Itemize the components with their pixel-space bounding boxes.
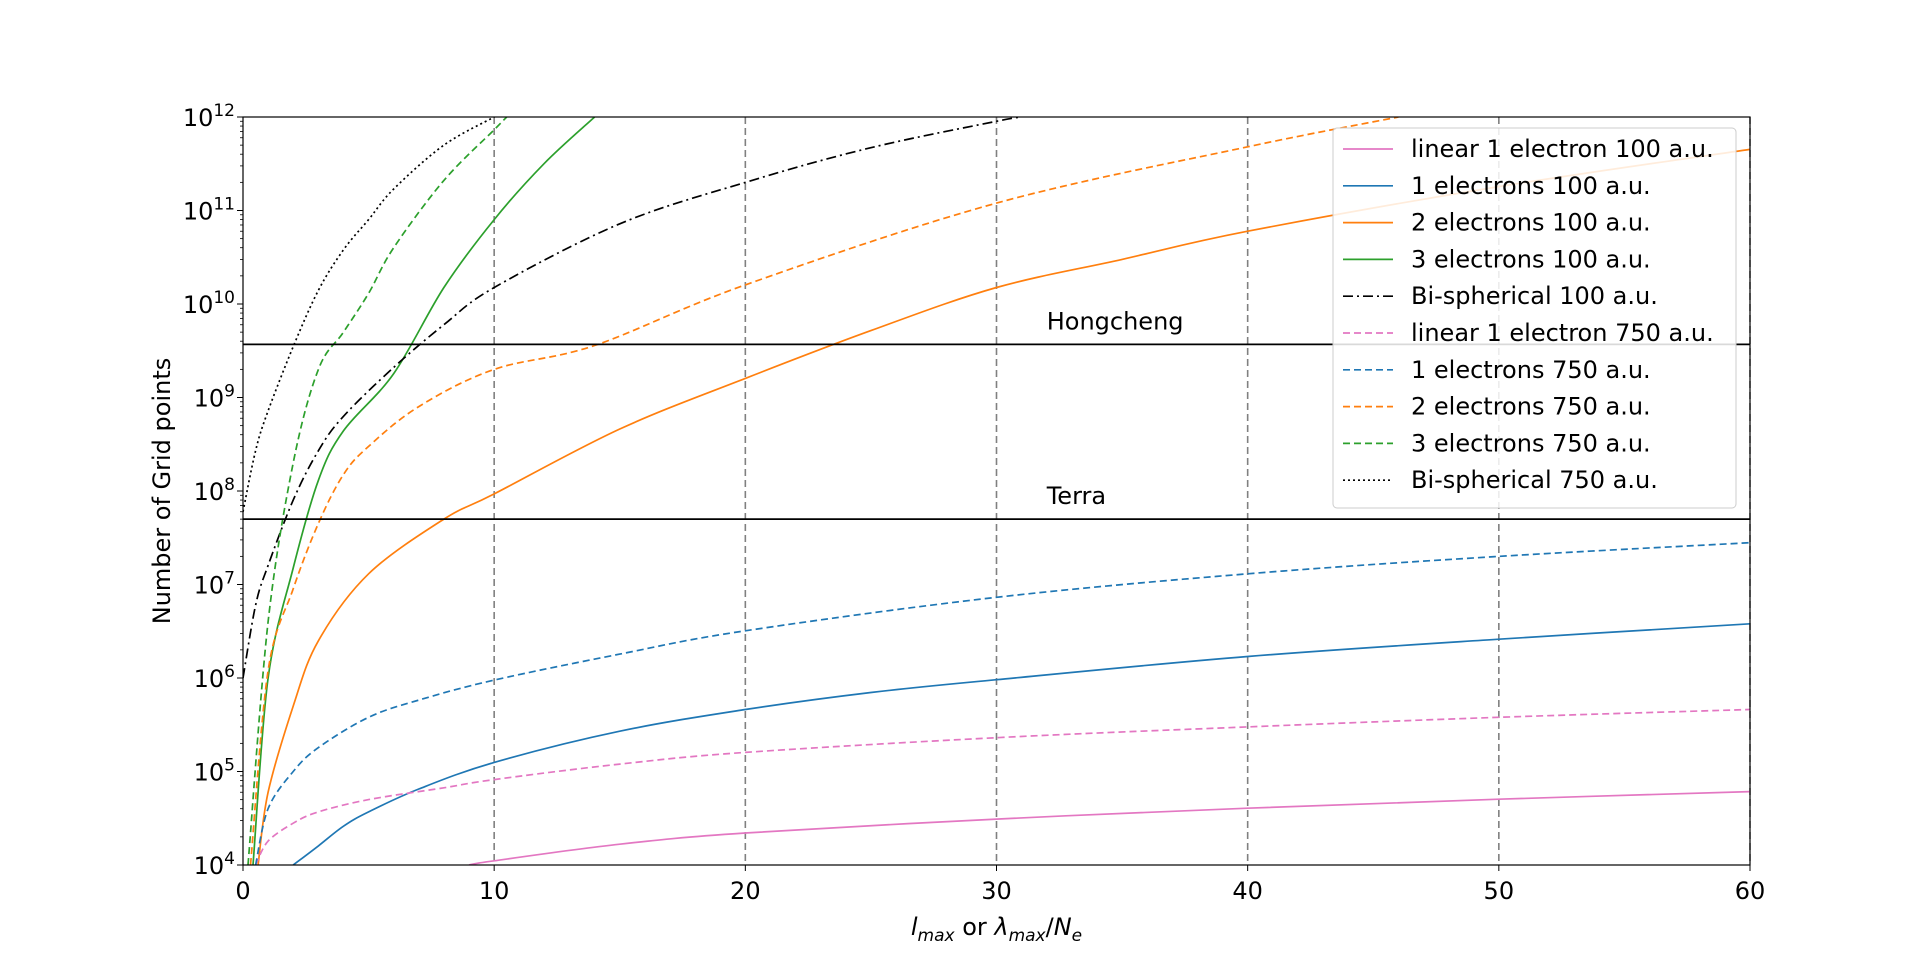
y-tick-label: 108 [194, 475, 235, 506]
series-line-6 [254, 708, 1750, 865]
x-tick-label: 50 [1484, 877, 1515, 905]
legend-label: Bi-spherical 100 a.u. [1411, 282, 1658, 310]
y-tick-label: 104 [194, 849, 235, 880]
series-line-1 [468, 790, 1750, 865]
x-axis-label: lmax or λmax/Ne [911, 913, 1082, 946]
legend-label: Bi-spherical 750 a.u. [1411, 466, 1658, 494]
legend-label: 1 electrons 100 a.u. [1411, 172, 1651, 200]
legend-label: 2 electrons 750 a.u. [1411, 393, 1651, 421]
y-tick-label: 1010 [183, 288, 235, 319]
series-line-2 [292, 622, 1750, 865]
y-tick-label: 106 [194, 662, 235, 693]
y-tick-label: 105 [194, 756, 235, 787]
y-tick-label: 107 [194, 569, 235, 600]
series-line-9 [247, 117, 508, 865]
y-tick-label: 1011 [183, 195, 235, 226]
reference-line-label: Hongcheng [1047, 307, 1184, 335]
legend: linear 1 electron 100 a.u. 1 electrons 10… [1332, 127, 1737, 509]
legend-label: 2 electrons 100 a.u. [1411, 209, 1651, 237]
x-tick-label: 30 [981, 877, 1012, 905]
series-line-7 [254, 541, 1750, 865]
legend-label: linear 1 electron 750 a.u. [1411, 319, 1714, 347]
reference-line-label: Terra [1046, 482, 1106, 510]
series-line-4 [252, 117, 596, 865]
legend-label: linear 1 electron 100 a.u. [1411, 135, 1714, 163]
y-axis-label: Number of Grid points [148, 358, 176, 625]
y-tick-label: 1012 [183, 101, 235, 132]
x-tick-label: 60 [1735, 877, 1766, 905]
legend-label: 3 electrons 100 a.u. [1411, 245, 1651, 273]
legend-box [1332, 127, 1737, 509]
series-layer [243, 117, 1750, 865]
y-axis: 104 105 106 107 108 109 1010 1011 1012 [183, 101, 243, 880]
x-tick-label: 0 [235, 877, 250, 905]
legend-label: 3 electrons 750 a.u. [1411, 429, 1651, 457]
x-tick-label: 40 [1232, 877, 1263, 905]
legend-label: 1 electrons 750 a.u. [1411, 356, 1651, 384]
y-tick-label: 109 [194, 382, 235, 413]
series-line-5 [243, 117, 1022, 679]
x-axis: 0 10 20 30 40 50 60 [235, 865, 1765, 905]
series-line-3 [257, 148, 1750, 865]
series-line-8 [249, 117, 1399, 865]
x-tick-label: 10 [479, 877, 510, 905]
x-tick-label: 20 [730, 877, 761, 905]
